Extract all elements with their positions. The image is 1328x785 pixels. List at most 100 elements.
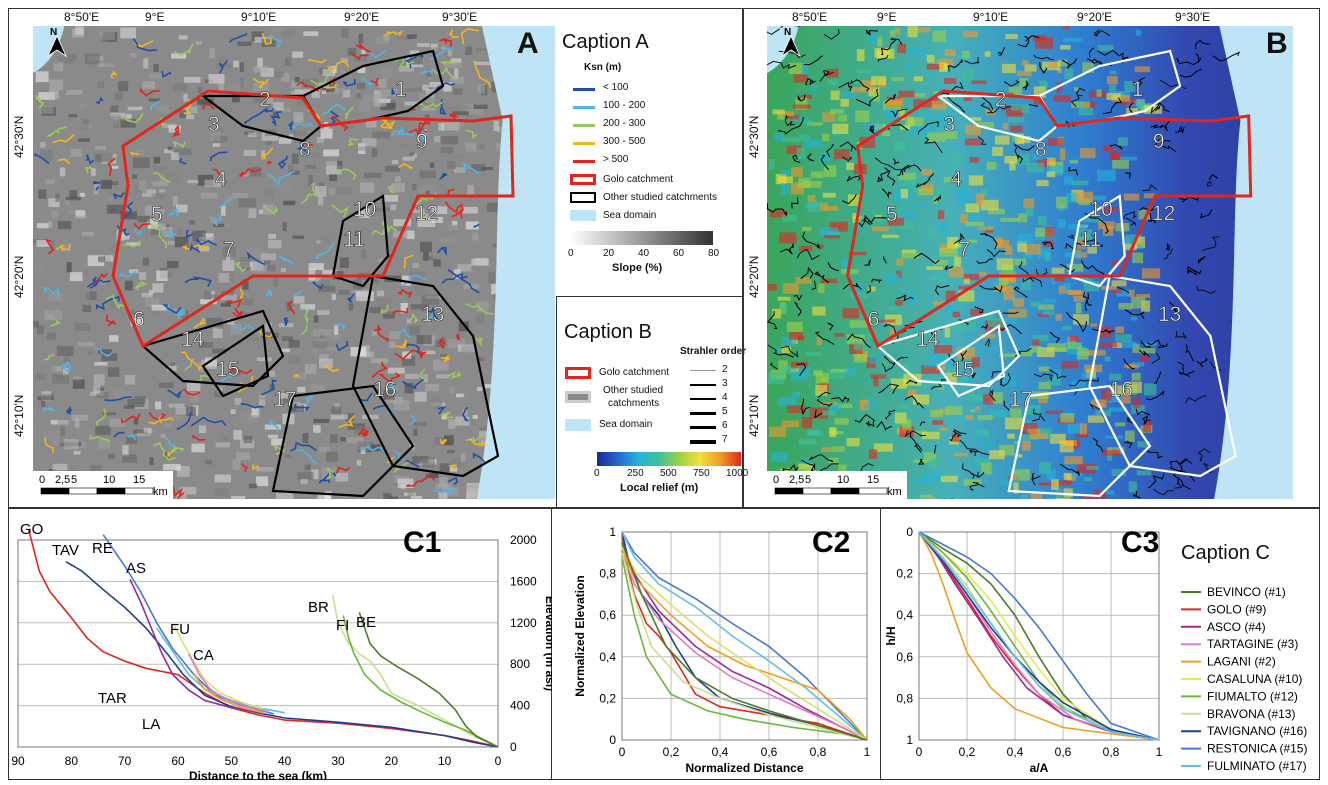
c2-ytick-0: 0 [609, 733, 616, 747]
caption-c-title: Caption C [1181, 542, 1270, 564]
catchment-number-1: 1 [395, 78, 407, 101]
c1-river-label-RE: RE [92, 540, 113, 557]
slope-tick-2: 40 [638, 248, 650, 259]
c1-river-label-FU: FU [170, 621, 190, 638]
catchment-number-12: 12 [1152, 202, 1175, 225]
caption-c-item-6: FIUMALTO (#12) [1207, 689, 1298, 703]
c1-ytick-2: 800 [510, 657, 530, 671]
catchment-number-12: 12 [415, 202, 438, 225]
c3-xtick-4: 0,8 [1103, 745, 1120, 759]
strahler-label-5: 7 [722, 434, 728, 445]
series-line-C2-5 [621, 552, 868, 741]
c2-xlabel: Normalized Distance [685, 761, 803, 775]
slope-tick-3: 60 [673, 248, 685, 259]
series-line-C2-10 [621, 542, 868, 741]
panel-b-frame [743, 8, 1320, 508]
chart-c1: C1 90 80 70 60 50 40 30 20 10 00 400 800 1200 1600 2000… [11, 521, 552, 780]
c3-xtick-5: 1 [1156, 745, 1163, 759]
a-lon-2: 9°10'E [241, 10, 277, 24]
c3-xtick-2: 0,4 [1007, 745, 1024, 759]
series-line-C1-10 [358, 612, 499, 748]
c1-river-label-AS: AS [126, 560, 146, 577]
scalebar-bg [767, 471, 907, 499]
other-label-a: Other studied catchments [603, 192, 717, 203]
c2-ylabel: Normalized Elevation [573, 575, 587, 696]
panel-a-letter: A [517, 27, 539, 60]
catchment-number-10: 10 [1089, 198, 1112, 221]
series-line-C3-2 [918, 531, 1160, 741]
scale-unit: km [887, 486, 902, 498]
series-line-C1-9 [342, 615, 499, 748]
catchment-number-13: 13 [1158, 303, 1181, 326]
ksn-title: Ksn (m) [584, 62, 622, 73]
catchment-number-13: 13 [421, 303, 444, 326]
a-lat-0: 42°30'N [12, 115, 26, 158]
scalebar-bg [33, 471, 173, 499]
sea-label-b: Sea domain [599, 419, 653, 430]
c1-xtick-4: 50 [225, 754, 239, 768]
strahler-label-4: 6 [722, 420, 728, 431]
series-line-C1-1 [65, 561, 499, 748]
relief-tick-0: 0 [594, 468, 600, 479]
c1-xtick-0: 90 [11, 754, 25, 768]
catchment-number-14: 14 [916, 328, 940, 351]
relief-tick-1: 250 [627, 468, 644, 479]
caption-c-item-4: LAGANI (#2) [1207, 655, 1276, 669]
b-lon-2: 9°10'E [973, 10, 1009, 24]
c1-xlabel: Distance to the sea (km) [189, 769, 327, 780]
panel-a-frame [8, 8, 743, 508]
north-label: N [784, 27, 791, 38]
c1-ylabel: Elevation (m asl) [543, 596, 552, 691]
relief-tick-4: 1000 [726, 468, 749, 479]
relief-gradient [597, 452, 741, 466]
c3-xtick-1: 0,2 [959, 745, 976, 759]
strahler-label-1: 3 [722, 378, 728, 389]
caption-c-item-2: ASCO (#4) [1207, 620, 1266, 634]
ksn-label-0: < 100 [603, 82, 629, 93]
ksn-label-4: > 500 [603, 154, 629, 165]
c1-xtick-9: 0 [495, 754, 502, 768]
caption-c-item-1: GOLO (#9) [1207, 602, 1266, 616]
c2-xtick-4: 0,8 [810, 745, 827, 759]
catchment-number-14: 14 [181, 328, 205, 351]
scale-tick-3: 10 [837, 474, 849, 486]
c1-ytick-3: 1200 [510, 616, 537, 630]
c1-river-label-CA: CA [193, 647, 214, 664]
c1-river-label-TAR: TAR [98, 690, 127, 707]
series-line-C3-4 [918, 531, 1160, 741]
c3-divider [880, 508, 881, 780]
golo-label-a: Golo catchment [603, 174, 674, 185]
b-lat-0: 42°30'N [747, 115, 761, 158]
strahler-label-0: 2 [722, 364, 728, 375]
panel-b-letter: B [1266, 27, 1288, 60]
ksn-swatch-0 [573, 88, 595, 91]
chart-title-C2: C2 [812, 526, 850, 559]
c1-river-label-TAV: TAV [52, 542, 79, 559]
chart-c3: C30 0,2 0,4 0,6 0,8 100,20,40,60,81a/Ah/HBEVI… [884, 525, 1307, 775]
c3-ytick-5: 1 [906, 733, 913, 747]
b-lon-4: 9°30'E [1175, 10, 1211, 24]
series-line-C3-5 [918, 531, 1160, 741]
strahler-swatch-2 [690, 398, 716, 401]
golo-label-b: Golo catchment [599, 367, 670, 378]
c1-ytick-5: 2000 [510, 533, 537, 547]
c2-ytick-5: 1 [609, 525, 616, 539]
series-line-C1-7 [193, 674, 264, 714]
strahler-swatch-3 [690, 412, 716, 415]
slope-title: Slope (%) [612, 262, 663, 274]
series-line-C1-0 [27, 529, 499, 748]
c2-ytick-1: 0,2 [599, 691, 616, 705]
c1-xtick-2: 70 [118, 754, 132, 768]
caption-c-item-5: CASALUNA (#10) [1207, 672, 1302, 686]
catchment-number-4: 4 [215, 168, 227, 191]
strahler-label-3: 5 [722, 406, 728, 417]
c3-ytick-4: 0,8 [896, 691, 913, 705]
scale-tick-0: 0 [39, 474, 45, 486]
series-line-C2-9 [621, 552, 868, 741]
c2-xtick-1: 0,2 [663, 745, 680, 759]
scale-tick-4: 15 [133, 474, 145, 486]
map-b: 1 2 3 4 5 6 7 8 9 10 11 12 13 14 15 16 17 N 0 2,5 5 10 15 km [767, 26, 1293, 499]
sea-label-a: Sea domain [603, 210, 657, 221]
